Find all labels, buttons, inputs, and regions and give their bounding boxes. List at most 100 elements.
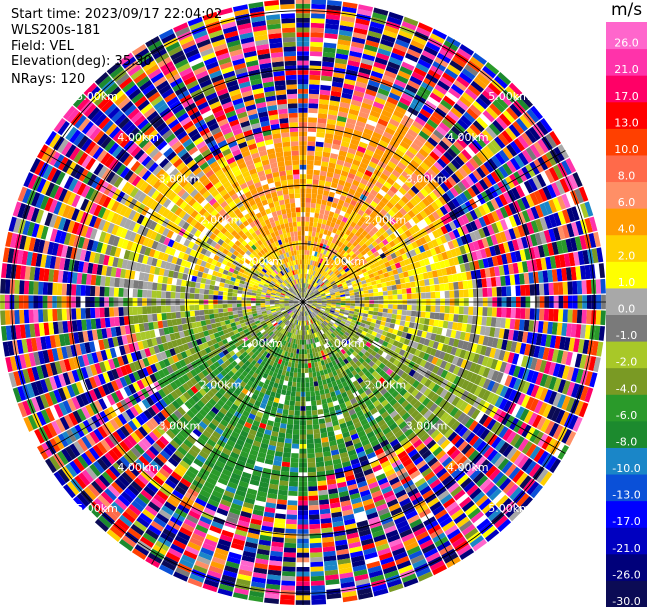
ppi-gate — [293, 367, 298, 373]
ppi-gate — [308, 289, 311, 295]
ppi-gate — [397, 144, 408, 154]
ppi-gate — [368, 289, 374, 294]
ppi-gate — [375, 192, 384, 201]
ppi-gate — [356, 220, 364, 227]
ppi-gate — [348, 203, 355, 211]
ppi-gate — [338, 150, 348, 157]
ppi-gate — [327, 196, 334, 203]
ppi-gate — [351, 41, 365, 49]
ppi-gate — [384, 101, 397, 110]
ppi-gate — [308, 108, 318, 114]
ppi-gate — [335, 164, 344, 171]
ppi-gate — [339, 220, 346, 227]
ppi-gate — [296, 387, 301, 392]
ppi-gate — [324, 181, 332, 187]
ppi-gate — [429, 285, 436, 292]
ppi-gate — [299, 349, 302, 355]
ppi-gate — [434, 84, 448, 95]
ppi-gate — [402, 304, 408, 310]
ppi-gate — [411, 293, 417, 299]
ppi-gate — [388, 11, 404, 21]
ppi-gate — [350, 305, 355, 309]
ppi-gate — [314, 283, 319, 288]
ppi-gate — [389, 118, 400, 128]
ppi-gate — [347, 113, 358, 121]
ppi-gate — [318, 180, 326, 186]
ppi-gate — [362, 286, 369, 291]
ppi-gate — [317, 279, 322, 284]
ppi-gate — [357, 8, 372, 17]
ppi-gate — [391, 169, 401, 178]
ppi-gate — [315, 256, 319, 262]
ppi-gate — [341, 216, 348, 223]
ppi-gate — [365, 123, 376, 132]
ppi-gate — [335, 219, 342, 225]
ppi-gate — [320, 248, 325, 254]
ppi-gate — [305, 202, 311, 208]
ppi-gate — [399, 157, 410, 167]
ppi-gate — [403, 16, 419, 27]
ppi-gate — [586, 310, 592, 325]
ppi-gate — [459, 72, 473, 84]
ppi-gate — [366, 215, 374, 223]
ppi-gate — [381, 197, 389, 205]
ppi-gate — [297, 368, 302, 373]
ppi-gate — [448, 282, 454, 291]
ppi-gate — [404, 132, 416, 142]
ppi-gate — [453, 314, 459, 323]
ppi-gate — [312, 419, 319, 425]
ppi-gate — [330, 221, 336, 228]
ppi-gate — [352, 159, 361, 167]
ppi-gate — [344, 181, 352, 189]
ppi-gate — [447, 64, 461, 76]
ppi-gate — [515, 285, 521, 296]
ppi-gate — [296, 382, 301, 388]
ppi-gate — [378, 200, 386, 209]
ppi-gate — [304, 254, 307, 260]
ppi-gate — [286, 509, 298, 515]
ppi-gate — [425, 285, 431, 293]
ppi-gate — [335, 251, 341, 257]
ppi-gate — [567, 309, 573, 323]
ppi-gate — [276, 503, 287, 510]
ppi-gate — [357, 145, 367, 154]
ppi-gate — [429, 33, 445, 44]
ppi-gate — [386, 122, 398, 132]
ppi-gate — [304, 245, 308, 251]
ppi-gate — [553, 282, 559, 295]
ppi-gate — [387, 290, 393, 296]
ppi-gate — [392, 47, 406, 57]
ppi-gate — [305, 387, 310, 392]
ppi-gate — [368, 114, 379, 123]
ppi-gate — [312, 226, 317, 233]
ppi-gate — [282, 456, 291, 463]
ppi-gate — [316, 194, 323, 200]
ppi-gate — [315, 146, 324, 152]
ppi-gate — [510, 307, 516, 319]
ppi-gate — [313, 376, 318, 382]
ppi-gate — [317, 273, 322, 279]
ppi-gate — [434, 312, 440, 320]
ppi-gate — [417, 22, 433, 33]
ppi-gate — [317, 118, 327, 124]
ppi-gate — [308, 290, 312, 295]
ppi-gate — [314, 266, 318, 272]
ppi-gate — [306, 160, 314, 166]
ppi-gate — [307, 150, 315, 156]
ppi-gate — [444, 114, 457, 126]
ppi-gate — [437, 103, 450, 114]
ppi-gate — [323, 214, 329, 221]
ppi-gate — [319, 175, 326, 181]
ppi-gate — [304, 240, 308, 246]
ppi-gate — [364, 149, 374, 157]
ppi-gate — [319, 499, 330, 505]
ppi-gate — [326, 119, 337, 125]
ppi-gate — [392, 289, 398, 295]
ppi-gate — [343, 161, 352, 168]
ppi-gate — [340, 249, 346, 256]
ppi-gate — [417, 112, 429, 123]
ppi-gate — [308, 279, 311, 285]
ppi-gate — [313, 276, 317, 282]
ppi-gate — [310, 46, 323, 52]
ppi-gate — [361, 102, 373, 110]
